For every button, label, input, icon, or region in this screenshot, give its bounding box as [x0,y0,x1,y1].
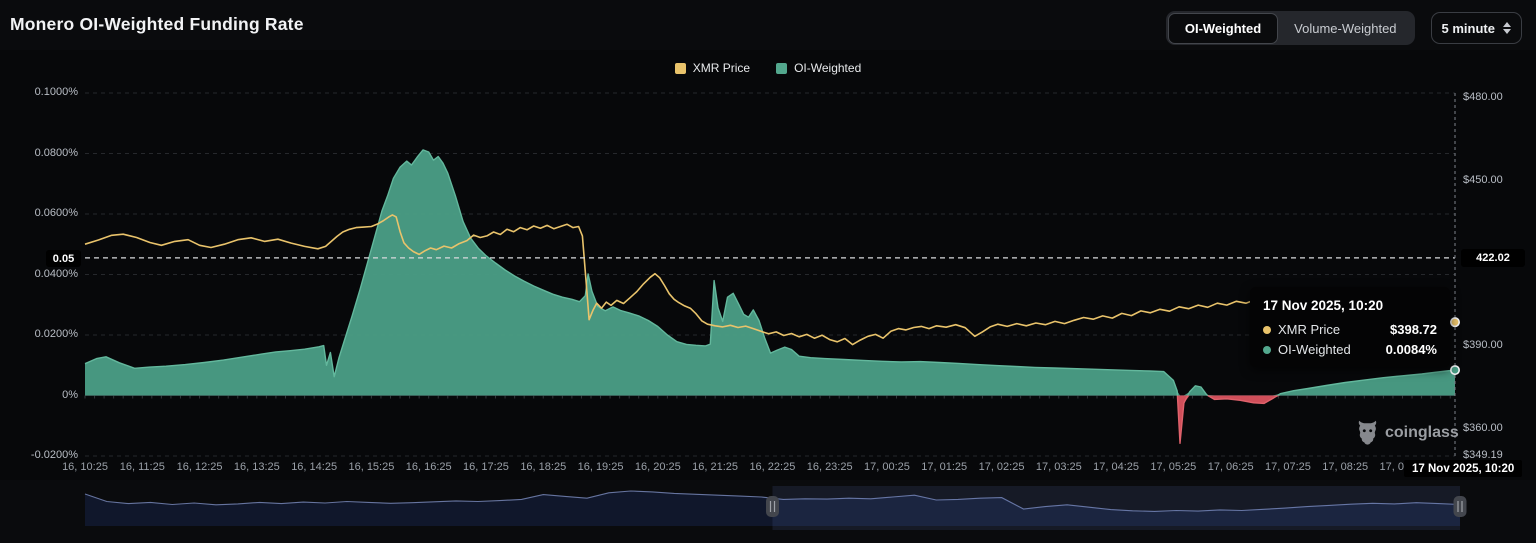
chart-legend: XMR Price OI-Weighted [0,61,1536,75]
right-axis-tick-label: $390.00 [1463,339,1503,352]
x-axis-label: 16, 13:25 [233,461,280,473]
x-axis-label: 16, 10:25 [62,461,108,473]
x-axis-label: 17, 06:25 [1207,461,1254,473]
tooltip-series-value: $398.72 [1390,322,1437,337]
tooltip-series-label: OI-Weighted [1278,342,1351,357]
marker-left-badge: 0.05 [46,250,81,267]
x-axis-label: 17, 02:25 [978,461,1025,473]
right-axis-tick-label: $360.00 [1463,421,1503,434]
legend-label: OI-Weighted [794,61,862,75]
coinglass-watermark-text: coinglass [1385,423,1459,441]
x-axis-label: 17, 03:25 [1035,461,1082,473]
oi-weighted-point[interactable] [1450,365,1461,376]
oi-weighted-line-positive [1187,385,1209,397]
header-controls: OI-Weighted Volume-Weighted 5 minute [1165,11,1522,45]
x-axis-label: 16, 20:25 [634,461,681,473]
left-axis-tick-label: 0.0800% [34,146,78,159]
legend-item-oi-weighted[interactable]: OI-Weighted [776,61,861,75]
oi-weighted-line-negative [1207,394,1278,405]
x-axis-label: 17, 05:25 [1150,461,1197,473]
x-axis-label: 16, 16:25 [405,461,452,473]
x-axis-label: 17, 08:25 [1322,461,1369,473]
coinglass-bull-icon [1358,420,1377,445]
tooltip-rows: XMR Price $398.72 OI-Weighted 0.0084% [1263,322,1437,357]
x-axis-label: 17, 01:25 [921,461,968,473]
x-axis-label: 16, 19:25 [577,461,624,473]
x-axis-label: 16, 18:25 [520,461,567,473]
right-axis-bottom-label: $349.19 [1463,449,1503,461]
legend-swatch-icon [776,62,788,74]
oi-weighted-area-negative [85,395,1455,444]
tooltip-series-value: 0.0084% [1385,342,1437,357]
right-axis-tick-label: $480.00 [1463,90,1503,103]
x-axis-label: 16, 23:25 [806,461,853,473]
chart-tooltip: 17 Nov 2025, 10:20 XMR Price $398.72 OI-We… [1250,287,1450,367]
x-axis-label: 16, 14:25 [291,461,338,473]
plot-background [0,50,1536,480]
x-axis-label: 17, 04:25 [1093,461,1140,473]
x-axis-label: 17, 07:25 [1264,461,1311,473]
x-axis-label: 16, 11:25 [119,461,165,473]
x-axis-label: 16, 12:25 [176,461,223,473]
left-axis-tick-label: 0.0200% [34,328,78,340]
legend-swatch-icon [674,62,686,74]
tooltip-series-label: XMR Price [1278,322,1341,337]
legend-item-xmr-price[interactable]: XMR Price [674,61,751,75]
x-axis-label: 17, 00:25 [864,461,910,473]
tooltip-series-dot-icon [1263,325,1271,334]
xmr-price-line [84,214,1456,346]
left-axis-tick-label: 0.0400% [34,267,78,280]
x-axis-label: 16, 21:25 [692,461,739,473]
page-title: Monero OI-Weighted Funding Rate [10,14,304,34]
navigator-handle-left[interactable] [766,496,779,517]
chevron-updown-icon [1503,22,1511,34]
coinglass-watermark: coinglass [1356,420,1459,445]
interval-select[interactable]: 5 minute [1430,12,1522,44]
oi-weighted-line-positive [1277,369,1456,397]
navigator-selected-range[interactable] [772,486,1461,530]
tooltip-date: 17 Nov 2025, 10:20 [1263,298,1384,313]
interval-select-value: 5 minute [1441,20,1495,36]
tooltip-row: XMR Price $398.72 [1263,322,1437,337]
left-axis-tick-label: 0% [62,388,78,401]
crosshair-date-badge: 17 Nov 2025, 10:20 [1404,460,1523,477]
oi-weighted-line-negative [1176,395,1189,444]
x-axis-label: 16, 22:25 [749,461,796,473]
x-axis-label: 16, 15:25 [348,461,395,473]
toggle-oi-weighted[interactable]: OI-Weighted [1167,12,1279,44]
left-axis-tick-label: 0.0600% [34,207,78,219]
right-axis-tick-label: $450.00 [1463,173,1503,186]
tooltip-row: OI-Weighted 0.0084% [1263,342,1437,357]
weighting-toggle: OI-Weighted Volume-Weighted [1165,11,1415,45]
x-axis-label: 16, 17:25 [463,461,509,473]
toggle-volume-weighted[interactable]: Volume-Weighted [1294,20,1397,36]
oi-weighted-area-positive [85,149,1455,396]
left-axis-tick-label: -0.0200% [30,449,78,461]
navigator-handle-right[interactable] [1453,496,1467,517]
tooltip-series-dot-icon [1263,345,1271,354]
xmr-price-point[interactable] [1450,317,1461,328]
left-axis-tick-label: 0.1000% [34,86,78,98]
marker-right-badge: 422.02 [1461,249,1525,267]
legend-label: XMR Price [692,61,751,75]
